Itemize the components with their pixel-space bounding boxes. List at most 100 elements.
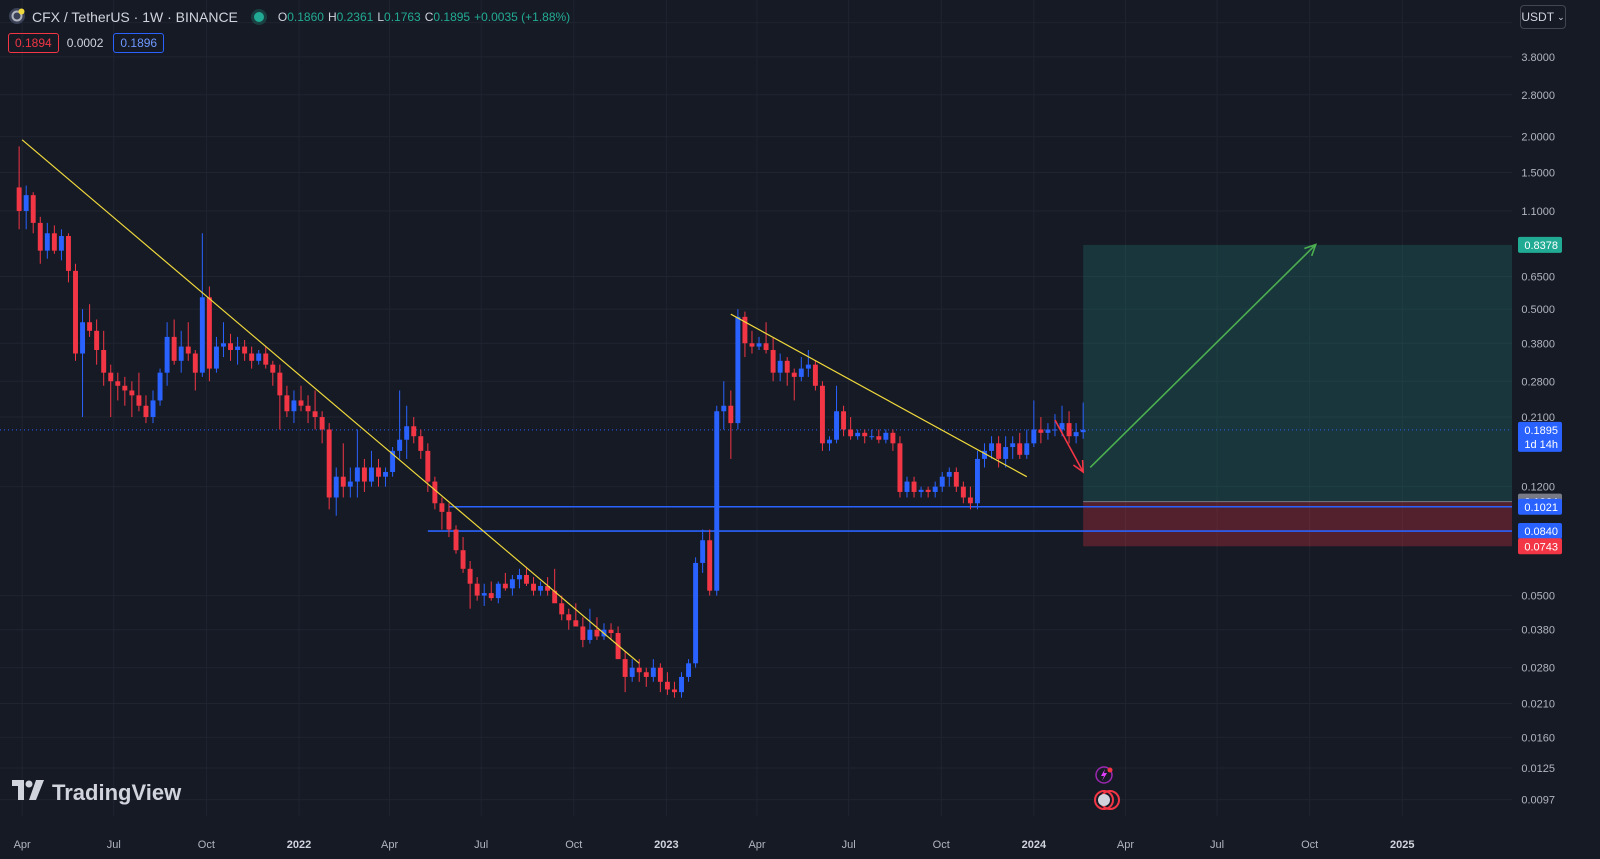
candle xyxy=(150,390,156,424)
candle-body xyxy=(524,574,529,584)
candle-body xyxy=(136,395,142,406)
candle xyxy=(1003,436,1009,468)
candle-body xyxy=(805,364,811,369)
candle xyxy=(221,322,226,358)
candle-body xyxy=(305,405,311,412)
x-tick-label: Apr xyxy=(14,839,31,851)
candle-body xyxy=(974,458,980,504)
x-tick-label: Jul xyxy=(842,839,856,851)
lightning-event-icon xyxy=(1095,766,1113,784)
candle-body xyxy=(418,436,424,451)
candle xyxy=(199,233,205,377)
candle-body xyxy=(453,529,459,551)
buy-price-button[interactable]: 0.1896 xyxy=(113,33,165,53)
candle-body xyxy=(277,372,283,396)
candle-body xyxy=(291,400,297,412)
candle-body xyxy=(827,439,832,444)
y-tick-label: 0.2100 xyxy=(1521,412,1555,424)
order-price-boxes: 0.1894 0.0002 0.1896 xyxy=(8,33,165,53)
tradingview-brand[interactable]: TradingView xyxy=(12,780,181,806)
candle-body xyxy=(178,346,184,361)
candle-body xyxy=(171,336,177,361)
candle-body xyxy=(594,629,600,637)
candle xyxy=(531,577,536,596)
candle xyxy=(855,429,861,440)
y-tick-label: 0.0097 xyxy=(1521,795,1555,807)
x-tick-label: Oct xyxy=(198,839,215,851)
candle xyxy=(841,405,847,437)
cfx-coin-icon xyxy=(8,7,26,28)
high-label: H xyxy=(327,10,337,24)
candle-body xyxy=(939,476,945,487)
x-tick-label: Apr xyxy=(381,839,398,851)
candle xyxy=(657,663,663,693)
x-tick-label: Apr xyxy=(748,839,765,851)
candle xyxy=(679,672,684,698)
candle xyxy=(982,443,987,468)
candle-body xyxy=(460,550,466,569)
candle xyxy=(453,525,459,554)
candle xyxy=(404,405,410,459)
candle-body xyxy=(869,436,875,438)
candle-body xyxy=(996,443,1002,459)
y-tick-label: 0.0160 xyxy=(1521,732,1555,744)
candle xyxy=(185,322,191,361)
candle xyxy=(622,651,628,693)
change-value: +0.0035 (+1.88%) xyxy=(474,10,571,24)
symbol-title[interactable]: CFX / TetherUS · 1W · BINANCE xyxy=(32,9,238,25)
candle-body xyxy=(495,583,501,599)
candle-body xyxy=(411,426,417,437)
y-tick-label: 3.8000 xyxy=(1521,52,1555,64)
candle xyxy=(686,659,692,682)
candle xyxy=(136,372,142,412)
candle-body xyxy=(199,297,205,373)
candle xyxy=(693,557,699,668)
candle xyxy=(249,346,255,369)
candle-body xyxy=(361,467,367,482)
candle xyxy=(1066,411,1072,444)
brand-name: TradingView xyxy=(52,780,182,805)
candle-body xyxy=(516,574,522,580)
price-label-text: 0.1895 xyxy=(1524,425,1558,437)
candle xyxy=(777,353,783,382)
candle-body xyxy=(552,590,558,604)
candle xyxy=(784,357,790,386)
candle xyxy=(80,309,86,418)
candle-body xyxy=(953,472,959,487)
candle-body xyxy=(911,481,917,492)
y-tick-label: 0.0500 xyxy=(1521,591,1555,603)
candle xyxy=(664,672,670,695)
price-label-bg xyxy=(1518,523,1562,540)
candle xyxy=(1073,423,1079,444)
candle xyxy=(643,667,649,687)
candle-body xyxy=(657,667,663,682)
candle-body xyxy=(213,346,219,369)
candle xyxy=(876,429,882,444)
candle-body xyxy=(122,385,128,391)
currency-selector[interactable]: USDT ⌄ xyxy=(1520,5,1566,29)
candle xyxy=(1024,429,1030,459)
candle xyxy=(953,467,959,492)
candle xyxy=(16,146,22,230)
candle-body xyxy=(51,233,57,251)
candle xyxy=(432,476,438,510)
candle-body xyxy=(883,432,889,440)
price-label-bg xyxy=(1518,538,1562,555)
candle xyxy=(509,574,515,596)
candle xyxy=(650,659,656,682)
candle-body xyxy=(693,562,699,664)
candle-body xyxy=(509,579,515,589)
candle xyxy=(397,390,403,459)
candle xyxy=(277,364,283,430)
candle xyxy=(566,608,572,630)
candle xyxy=(178,330,184,373)
candle xyxy=(488,581,494,601)
candle-body xyxy=(481,593,487,596)
sell-price-button[interactable]: 0.1894 xyxy=(8,33,59,53)
candle-body xyxy=(108,372,114,382)
candle-body xyxy=(671,689,677,693)
candle xyxy=(502,572,508,591)
candle-body xyxy=(1080,429,1086,433)
